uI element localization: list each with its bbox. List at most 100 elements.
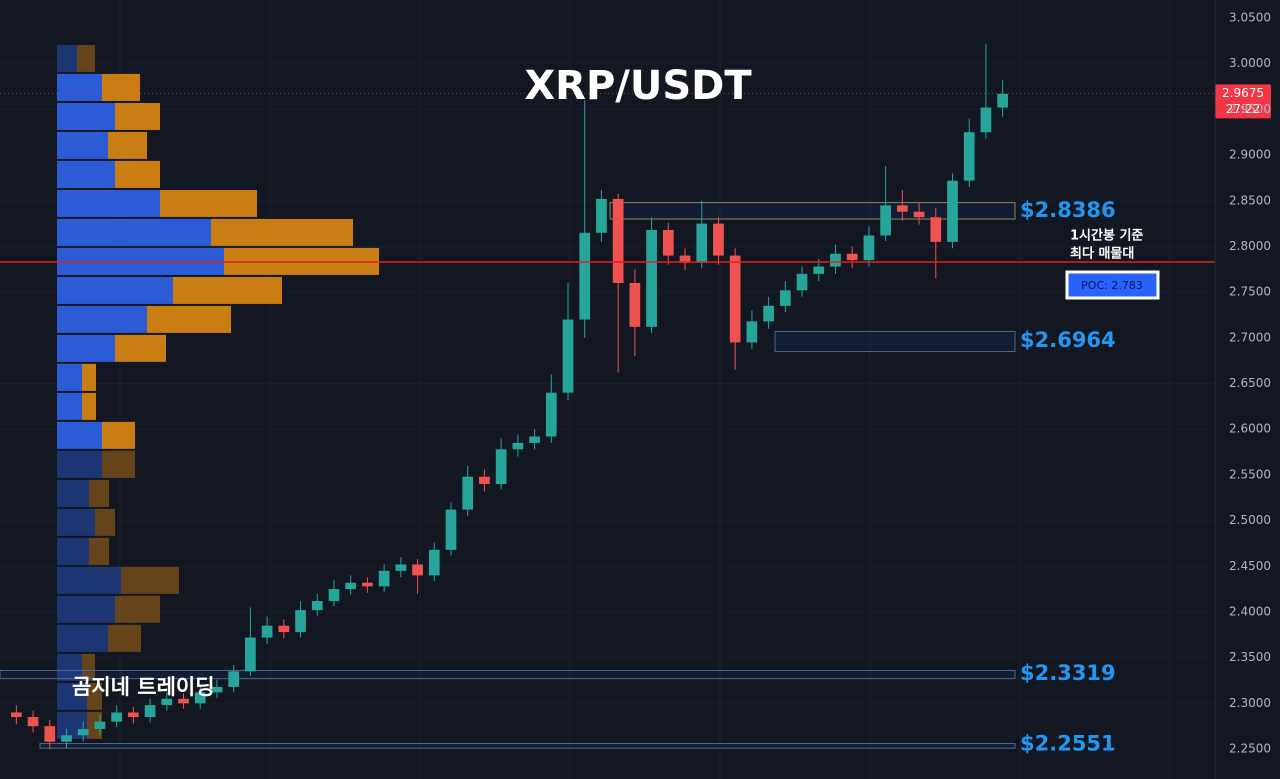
candle-body [579, 232, 591, 320]
candle-body [830, 253, 841, 267]
candle-body [997, 93, 1008, 108]
candle-body [144, 705, 156, 718]
candle-body [562, 319, 574, 393]
candle-body [61, 735, 72, 742]
profile-sell [89, 537, 109, 565]
candle-body [462, 476, 474, 510]
profile-buy [57, 363, 82, 391]
profile-buy [57, 218, 211, 246]
profile-buy [57, 566, 121, 594]
y-tick-label: 2.6000 [1229, 422, 1271, 436]
y-tick-label: 2.7500 [1229, 285, 1271, 299]
candle-body [194, 692, 206, 704]
profile-buy [57, 131, 108, 159]
candle-body [479, 476, 490, 485]
profile-sell [82, 653, 95, 681]
candle-body [629, 282, 641, 327]
candle-body [44, 726, 56, 742]
profile-buy [57, 653, 82, 681]
y-tick-label: 2.4000 [1229, 604, 1271, 618]
y-tick-label: 2.2500 [1229, 742, 1271, 756]
candle-body [796, 273, 808, 291]
profile-buy [57, 73, 102, 101]
watermark: 곰지네 트레이딩 [72, 675, 215, 699]
candle-body [378, 570, 390, 587]
candle-body [278, 625, 290, 633]
candle-body [913, 211, 925, 218]
y-tick-label: 2.5500 [1229, 467, 1271, 481]
level-zone [774, 330, 1016, 353]
profile-sell [160, 189, 257, 217]
profile-sell [115, 102, 160, 130]
profile-buy [57, 450, 102, 478]
candle-body [880, 205, 891, 236]
profile-sell [77, 44, 95, 72]
candle-body [696, 223, 708, 263]
profile-buy [57, 537, 89, 565]
profile-buy [57, 160, 115, 188]
y-tick-label: 2.8500 [1229, 193, 1271, 207]
y-tick-label: 2.8000 [1229, 239, 1271, 253]
candle-body [763, 305, 774, 322]
profile-sell [115, 595, 160, 623]
profile-buy [57, 44, 77, 72]
profile-sell [173, 276, 282, 304]
profile-sell [147, 305, 231, 333]
y-tick-label: 2.4500 [1229, 559, 1271, 573]
profile-buy [57, 305, 147, 333]
poc-box [1065, 270, 1160, 300]
candle-body [362, 582, 373, 587]
candle-body [529, 436, 540, 443]
poc-note: 1시간봉 기준 [1070, 228, 1143, 244]
candle-body [94, 721, 106, 729]
profile-buy [57, 595, 115, 623]
last-price-label: 2.9675 [1222, 86, 1264, 100]
profile-sell [95, 508, 115, 536]
candle-body [679, 255, 691, 263]
candle-body [813, 266, 825, 274]
profile-buy [57, 479, 89, 507]
candle-body [345, 582, 357, 590]
candle-body [428, 549, 440, 576]
profile-buy [57, 682, 87, 710]
profile-sell [102, 450, 135, 478]
candle-body [245, 637, 256, 672]
candle-body [863, 235, 875, 261]
y-tick-label: 2.3500 [1229, 650, 1271, 664]
profile-buy [57, 421, 102, 449]
poc-note: 최다 매물대 [1070, 246, 1134, 262]
candle-body [211, 686, 223, 693]
candle-body [896, 205, 908, 212]
profile-sell [87, 711, 102, 739]
profile-buy [57, 624, 108, 652]
candle-body [311, 600, 323, 611]
candle-body [412, 564, 423, 576]
candle-body [77, 728, 89, 736]
candle-body [746, 321, 758, 343]
y-tick-label: 2.3000 [1229, 696, 1271, 710]
y-tick-label: 2.9000 [1229, 148, 1271, 162]
y-tick-label: 2.5000 [1229, 513, 1271, 527]
candle-body [612, 198, 624, 283]
countdown: 27:22 [1226, 102, 1261, 116]
candle-body [395, 564, 407, 571]
profile-sell [89, 479, 109, 507]
poc-label: POC: 2.783 [1081, 279, 1143, 292]
profile-buy [57, 392, 82, 420]
profile-buy [57, 102, 115, 130]
profile-sell [121, 566, 179, 594]
candle-body [261, 625, 273, 638]
profile-sell [108, 131, 147, 159]
candle-body [713, 223, 724, 256]
candle-body [295, 610, 306, 633]
y-tick-label: 2.6500 [1229, 376, 1271, 390]
candle-body [11, 712, 22, 718]
y-tick-label: 2.7000 [1229, 330, 1271, 344]
candle-body [596, 198, 607, 233]
profile-sell [87, 682, 102, 710]
candle-body [228, 671, 240, 687]
candle-body [729, 255, 741, 343]
candle-body [980, 107, 992, 133]
